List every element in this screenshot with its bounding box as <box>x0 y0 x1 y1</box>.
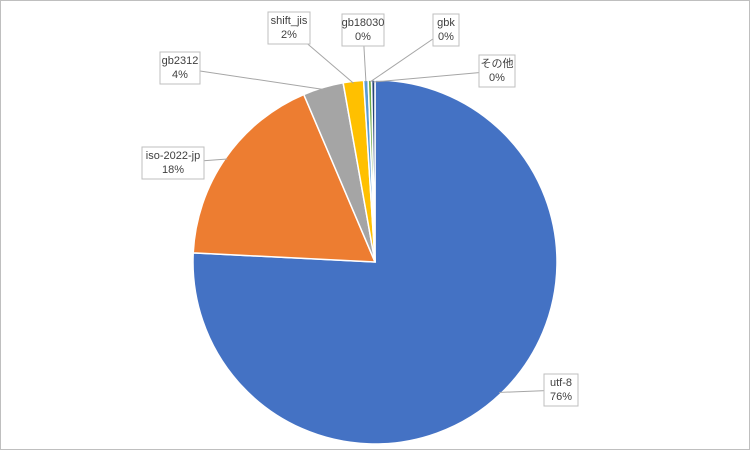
pie-slice <box>192 79 558 445</box>
value-label: 76% <box>550 391 572 403</box>
category-label: gb18030 <box>342 17 385 29</box>
label-box <box>159 51 201 85</box>
category-label: gb2312 <box>162 55 199 67</box>
label-box <box>478 54 516 88</box>
category-label: shift_jis <box>271 15 308 27</box>
leader-line <box>179 67 324 90</box>
value-label: 18% <box>162 164 184 176</box>
value-label: 0% <box>438 31 454 43</box>
label-box <box>432 13 460 47</box>
pie-slice <box>192 93 377 263</box>
label-box <box>141 146 205 180</box>
category-label: gbk <box>437 17 455 29</box>
label-box <box>543 373 579 407</box>
label-box <box>341 13 385 47</box>
leader-line <box>373 70 498 83</box>
value-label: 0% <box>355 31 371 43</box>
category-label: iso-2022-jp <box>146 150 200 162</box>
value-label: 2% <box>281 29 297 41</box>
category-label: その他 <box>481 57 514 70</box>
label-box <box>267 11 311 45</box>
value-label: 0% <box>489 72 505 84</box>
value-label: 4% <box>172 69 188 81</box>
category-label: utf-8 <box>550 377 572 389</box>
